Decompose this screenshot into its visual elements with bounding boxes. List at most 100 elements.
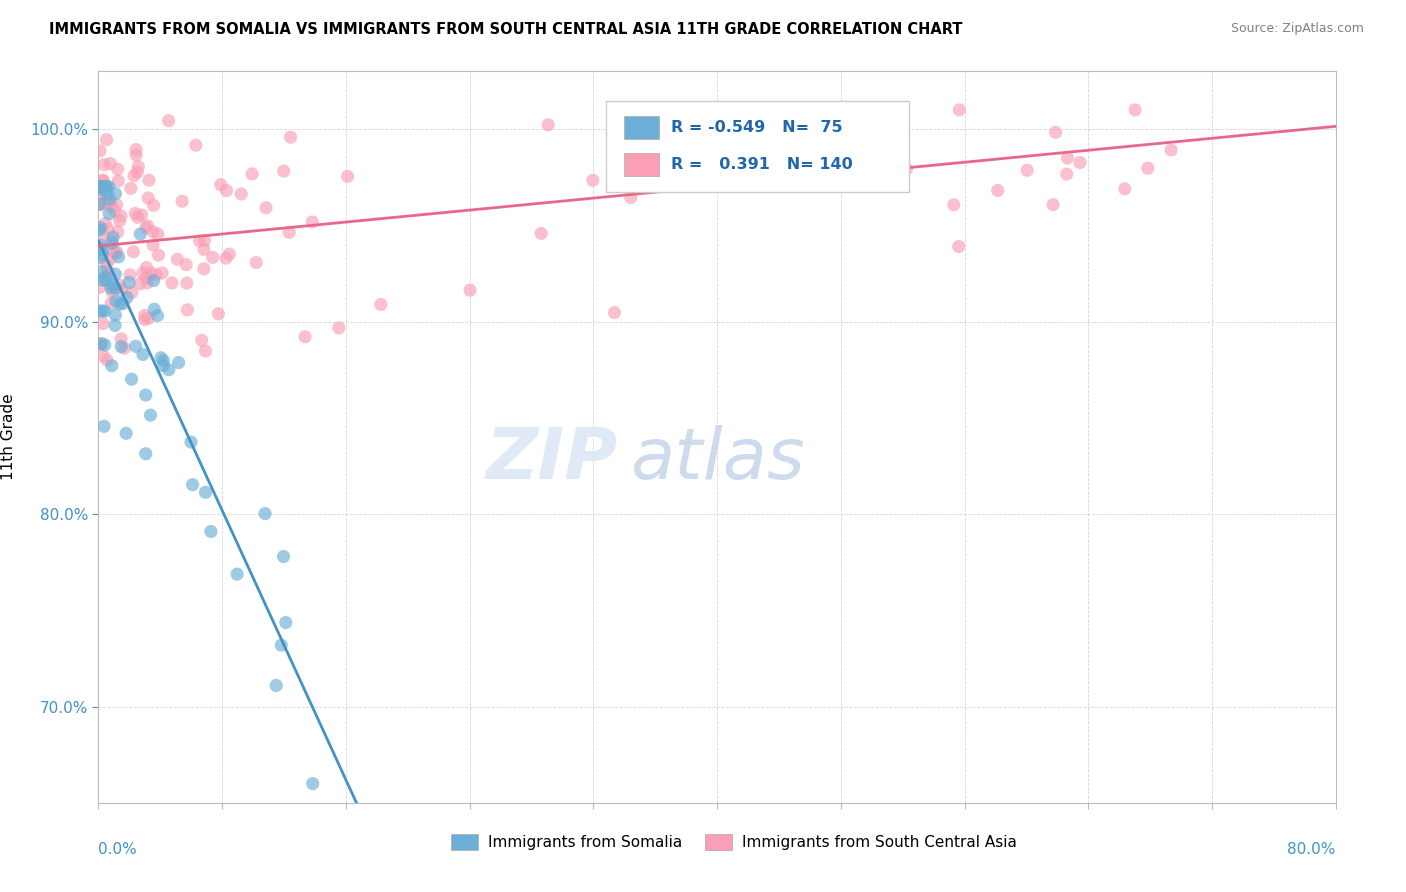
Text: Immigrants from Somalia: Immigrants from Somalia [488,835,682,850]
Point [1042,197,1064,211]
Point [100,235,122,249]
Point [121,285,143,300]
Point [91,247,114,261]
Text: Immigrants from South Central Asia: Immigrants from South Central Asia [742,835,1017,850]
Y-axis label: 11th Grade: 11th Grade [1,393,15,481]
Point [188,234,211,248]
Point [1136,161,1159,176]
Point [94,338,117,352]
Point [94,270,117,285]
Point [120,181,142,195]
Bar [624,116,659,139]
Point [135,260,157,275]
Point [328,321,350,335]
Point [136,219,159,233]
Point [111,296,134,310]
Point [142,198,165,212]
Point [105,197,128,211]
Point [1056,151,1078,165]
Point [101,279,124,293]
Point [136,276,159,290]
Point [97,268,120,283]
Point [107,250,129,264]
Point [91,304,114,318]
Point [93,419,115,434]
Point [184,138,207,153]
Point [98,252,121,266]
Text: R = -0.549   N=  75: R = -0.549 N= 75 [671,120,844,136]
Point [218,247,240,261]
Point [146,227,169,242]
Point [135,388,157,402]
Point [157,113,180,128]
Point [101,277,124,292]
Point [139,266,162,280]
Point [209,178,232,192]
Point [132,347,155,361]
Point [90,238,112,252]
Point [105,244,128,259]
Point [89,223,111,237]
Point [1160,143,1182,157]
Point [91,243,114,257]
Point [273,164,295,178]
Point [91,227,114,242]
Point [135,447,157,461]
Point [96,263,118,277]
Point [274,615,297,630]
Point [108,297,131,311]
Point [110,209,132,223]
Point [294,330,316,344]
Text: 0.0%: 0.0% [98,842,138,856]
Point [101,236,124,251]
Point [122,244,145,259]
Point [91,317,114,331]
Point [89,337,111,351]
Point [530,227,553,241]
Point [167,355,190,369]
Point [89,304,111,318]
Point [118,276,141,290]
Point [146,309,169,323]
Point [948,239,970,253]
Point [193,243,215,257]
Text: R =   0.391   N= 140: R = 0.391 N= 140 [671,157,853,172]
Point [942,198,965,212]
Point [127,211,149,225]
Point [280,130,302,145]
Point [148,248,170,262]
Bar [704,834,733,850]
Point [110,283,132,297]
Point [131,208,153,222]
Point [89,179,111,194]
Point [122,169,145,183]
Point [93,158,115,172]
Point [138,311,160,326]
Point [174,258,197,272]
Point [89,179,111,194]
Point [96,179,118,194]
Point [1045,125,1067,139]
Text: ZIP: ZIP [486,425,619,493]
Point [172,194,194,209]
Point [194,485,217,500]
Point [94,179,117,194]
Point [96,257,118,271]
Point [370,297,392,311]
Point [108,278,131,293]
Point [93,349,115,363]
Point [605,143,627,157]
Point [787,155,810,169]
Point [121,372,143,386]
Point [89,197,111,211]
Point [756,112,779,127]
Point [157,362,180,376]
Point [104,281,127,295]
Point [107,174,129,188]
Point [90,264,112,278]
Point [98,156,121,170]
Point [152,353,174,368]
Point [107,225,129,239]
Point [190,333,212,347]
Point [89,190,111,204]
